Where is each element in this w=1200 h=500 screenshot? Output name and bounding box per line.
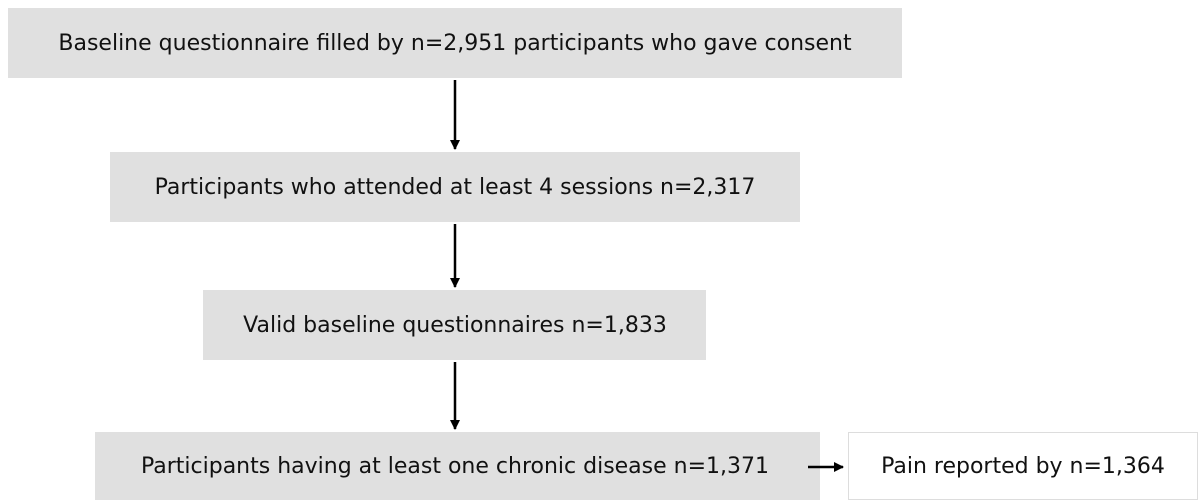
node-box bbox=[95, 432, 820, 500]
node-label: Pain reported by n=1,364 bbox=[881, 454, 1165, 479]
node-label: Participants having at least one chronic… bbox=[141, 454, 769, 479]
node-label: Valid baseline questionnaires n=1,833 bbox=[243, 313, 667, 338]
node-label: Participants who attended at least 4 ses… bbox=[155, 175, 756, 200]
node: Pain reported by n=1,364 bbox=[848, 432, 1198, 500]
node: Participants who attended at least 4 ses… bbox=[110, 152, 800, 222]
node-box bbox=[848, 432, 1198, 500]
node-label: Baseline questionnaire filled by n=2,951… bbox=[58, 31, 852, 56]
node-box bbox=[203, 290, 706, 360]
node-box bbox=[110, 152, 800, 222]
node: Participants having at least one chronic… bbox=[95, 432, 820, 500]
node: Valid baseline questionnaires n=1,833 bbox=[203, 290, 706, 360]
node: Baseline questionnaire filled by n=2,951… bbox=[8, 8, 902, 78]
node-box bbox=[8, 8, 902, 78]
